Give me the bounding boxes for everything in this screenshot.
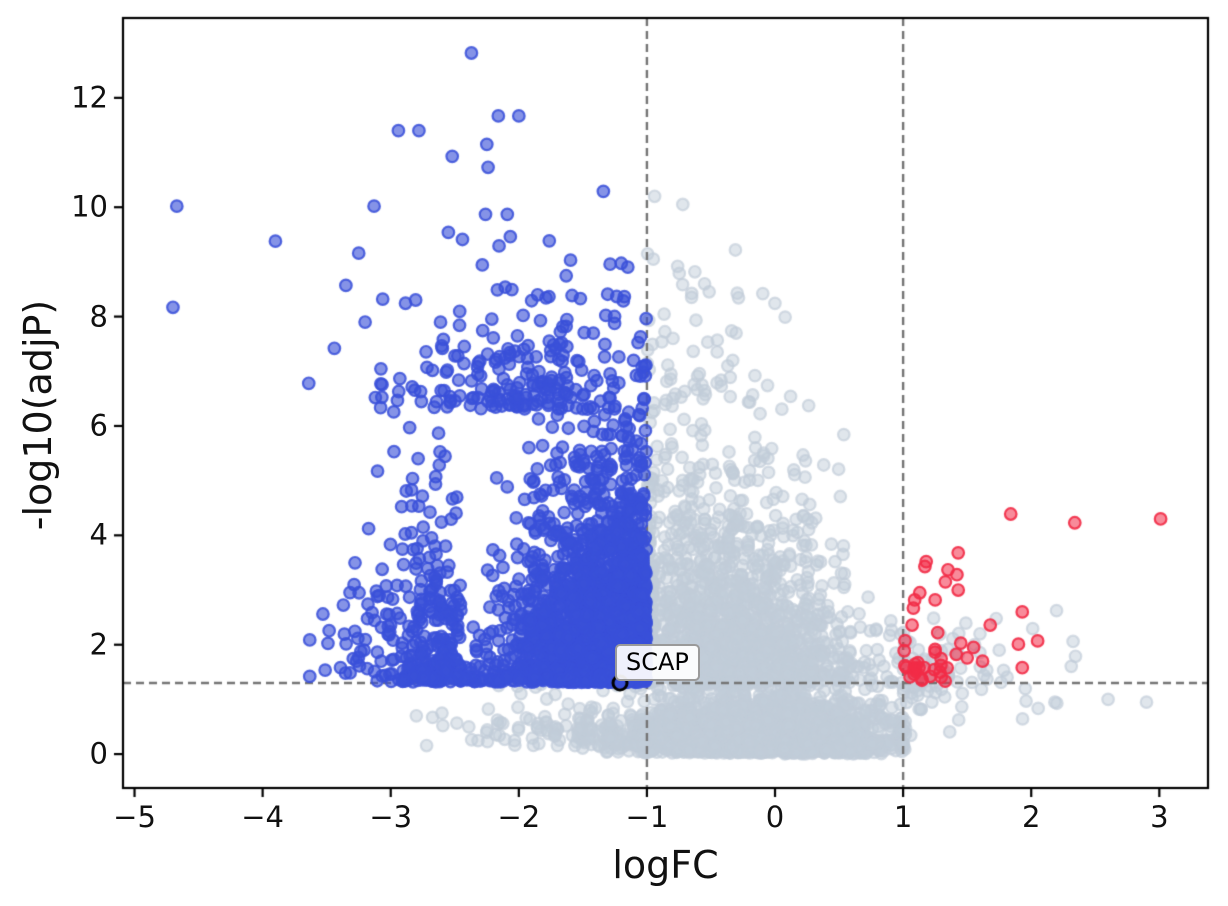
y-tick-label: 4 <box>89 517 108 552</box>
annotation-label: SCAP <box>615 644 700 681</box>
y-tick-label: 6 <box>89 408 108 443</box>
x-tick-label: 2 <box>1021 800 1041 834</box>
x-tick-label: −5 <box>113 800 156 834</box>
x-tick-label: −1 <box>625 800 669 834</box>
y-tick-label: 8 <box>89 299 108 334</box>
x-tick-label: −2 <box>497 800 541 834</box>
x-axis-label: logFC <box>612 843 719 887</box>
y-tick-label: 12 <box>71 80 108 115</box>
x-tick-label: −4 <box>241 800 284 834</box>
x-tick-label: 3 <box>1150 800 1169 834</box>
x-tick-label: −3 <box>369 800 413 834</box>
y-tick-label: 2 <box>89 627 108 662</box>
y-tick-label: 0 <box>89 736 108 771</box>
x-tick-label: 0 <box>765 800 785 834</box>
x-tick-label: 1 <box>893 800 913 834</box>
y-tick-label: 10 <box>71 189 108 224</box>
y-axis-label: -log10(adjP) <box>16 299 60 531</box>
